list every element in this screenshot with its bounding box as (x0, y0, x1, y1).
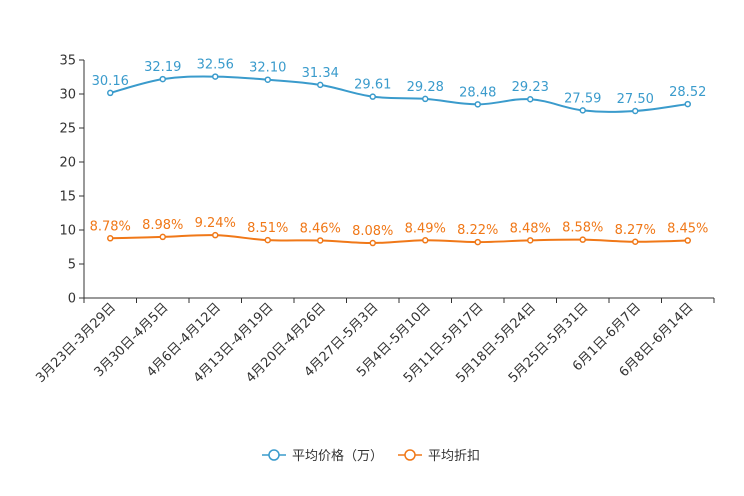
data-label: 28.52 (669, 85, 706, 100)
series-line-2 (110, 234, 688, 245)
data-point (474, 238, 481, 246)
data-label: 28.48 (459, 85, 496, 100)
data-label: 31.34 (302, 66, 339, 81)
legend-label: 平均价格（万） (292, 448, 383, 464)
data-label: 27.59 (564, 91, 601, 106)
data-label: 8.51% (247, 221, 288, 236)
data-label: 29.28 (407, 80, 444, 95)
data-label: 27.50 (617, 92, 654, 107)
y-tick-label: 30 (59, 88, 76, 103)
data-point (317, 237, 324, 244)
data-point (317, 81, 324, 89)
y-tick-label: 5 (68, 258, 76, 273)
data-point (212, 73, 219, 80)
data-point (107, 235, 114, 242)
data-label: 29.23 (512, 80, 549, 95)
y-tick-label: 10 (59, 224, 76, 239)
data-point (369, 93, 376, 100)
data-label: 32.10 (249, 61, 286, 76)
legend-label: 平均折扣 (428, 449, 480, 464)
data-label: 8.48% (510, 221, 551, 236)
y-tick-label: 0 (68, 292, 76, 307)
y-tick-label: 25 (59, 122, 76, 137)
data-point (632, 107, 639, 115)
legend-marker (268, 449, 280, 461)
data-point (212, 231, 219, 239)
data-point (159, 75, 166, 83)
data-point (474, 101, 481, 108)
data-label: 32.56 (197, 58, 234, 73)
data-label: 8.49% (405, 221, 446, 236)
y-tick-label: 20 (59, 156, 76, 171)
data-label: 8.08% (352, 224, 393, 239)
data-point (369, 239, 376, 247)
data-point (527, 237, 534, 244)
series-line-1 (109, 75, 688, 113)
data-point (632, 238, 639, 246)
data-point (579, 107, 586, 114)
y-tick-label: 15 (59, 190, 76, 205)
data-label: 8.98% (142, 218, 183, 233)
data-point (422, 237, 429, 244)
data-point (107, 89, 114, 97)
data-label: 8.46% (300, 221, 341, 236)
data-label: 8.22% (457, 223, 498, 238)
data-label: 30.16 (92, 74, 129, 89)
legend-marker (404, 449, 416, 461)
data-label: 8.27% (615, 223, 656, 238)
data-point (159, 233, 166, 241)
data-label: 29.61 (354, 78, 391, 93)
data-point (684, 100, 691, 108)
data-point (579, 236, 586, 243)
data-label: 32.19 (144, 60, 181, 75)
y-tick-label: 35 (59, 54, 76, 69)
data-point (264, 236, 271, 244)
data-point (527, 95, 534, 103)
data-label: 8.58% (562, 221, 603, 236)
data-point (684, 237, 691, 244)
data-label: 8.45% (667, 222, 708, 237)
data-point (422, 95, 429, 103)
data-label: 8.78% (90, 219, 131, 234)
data-label: 9.24% (195, 216, 236, 231)
data-point (264, 76, 271, 83)
